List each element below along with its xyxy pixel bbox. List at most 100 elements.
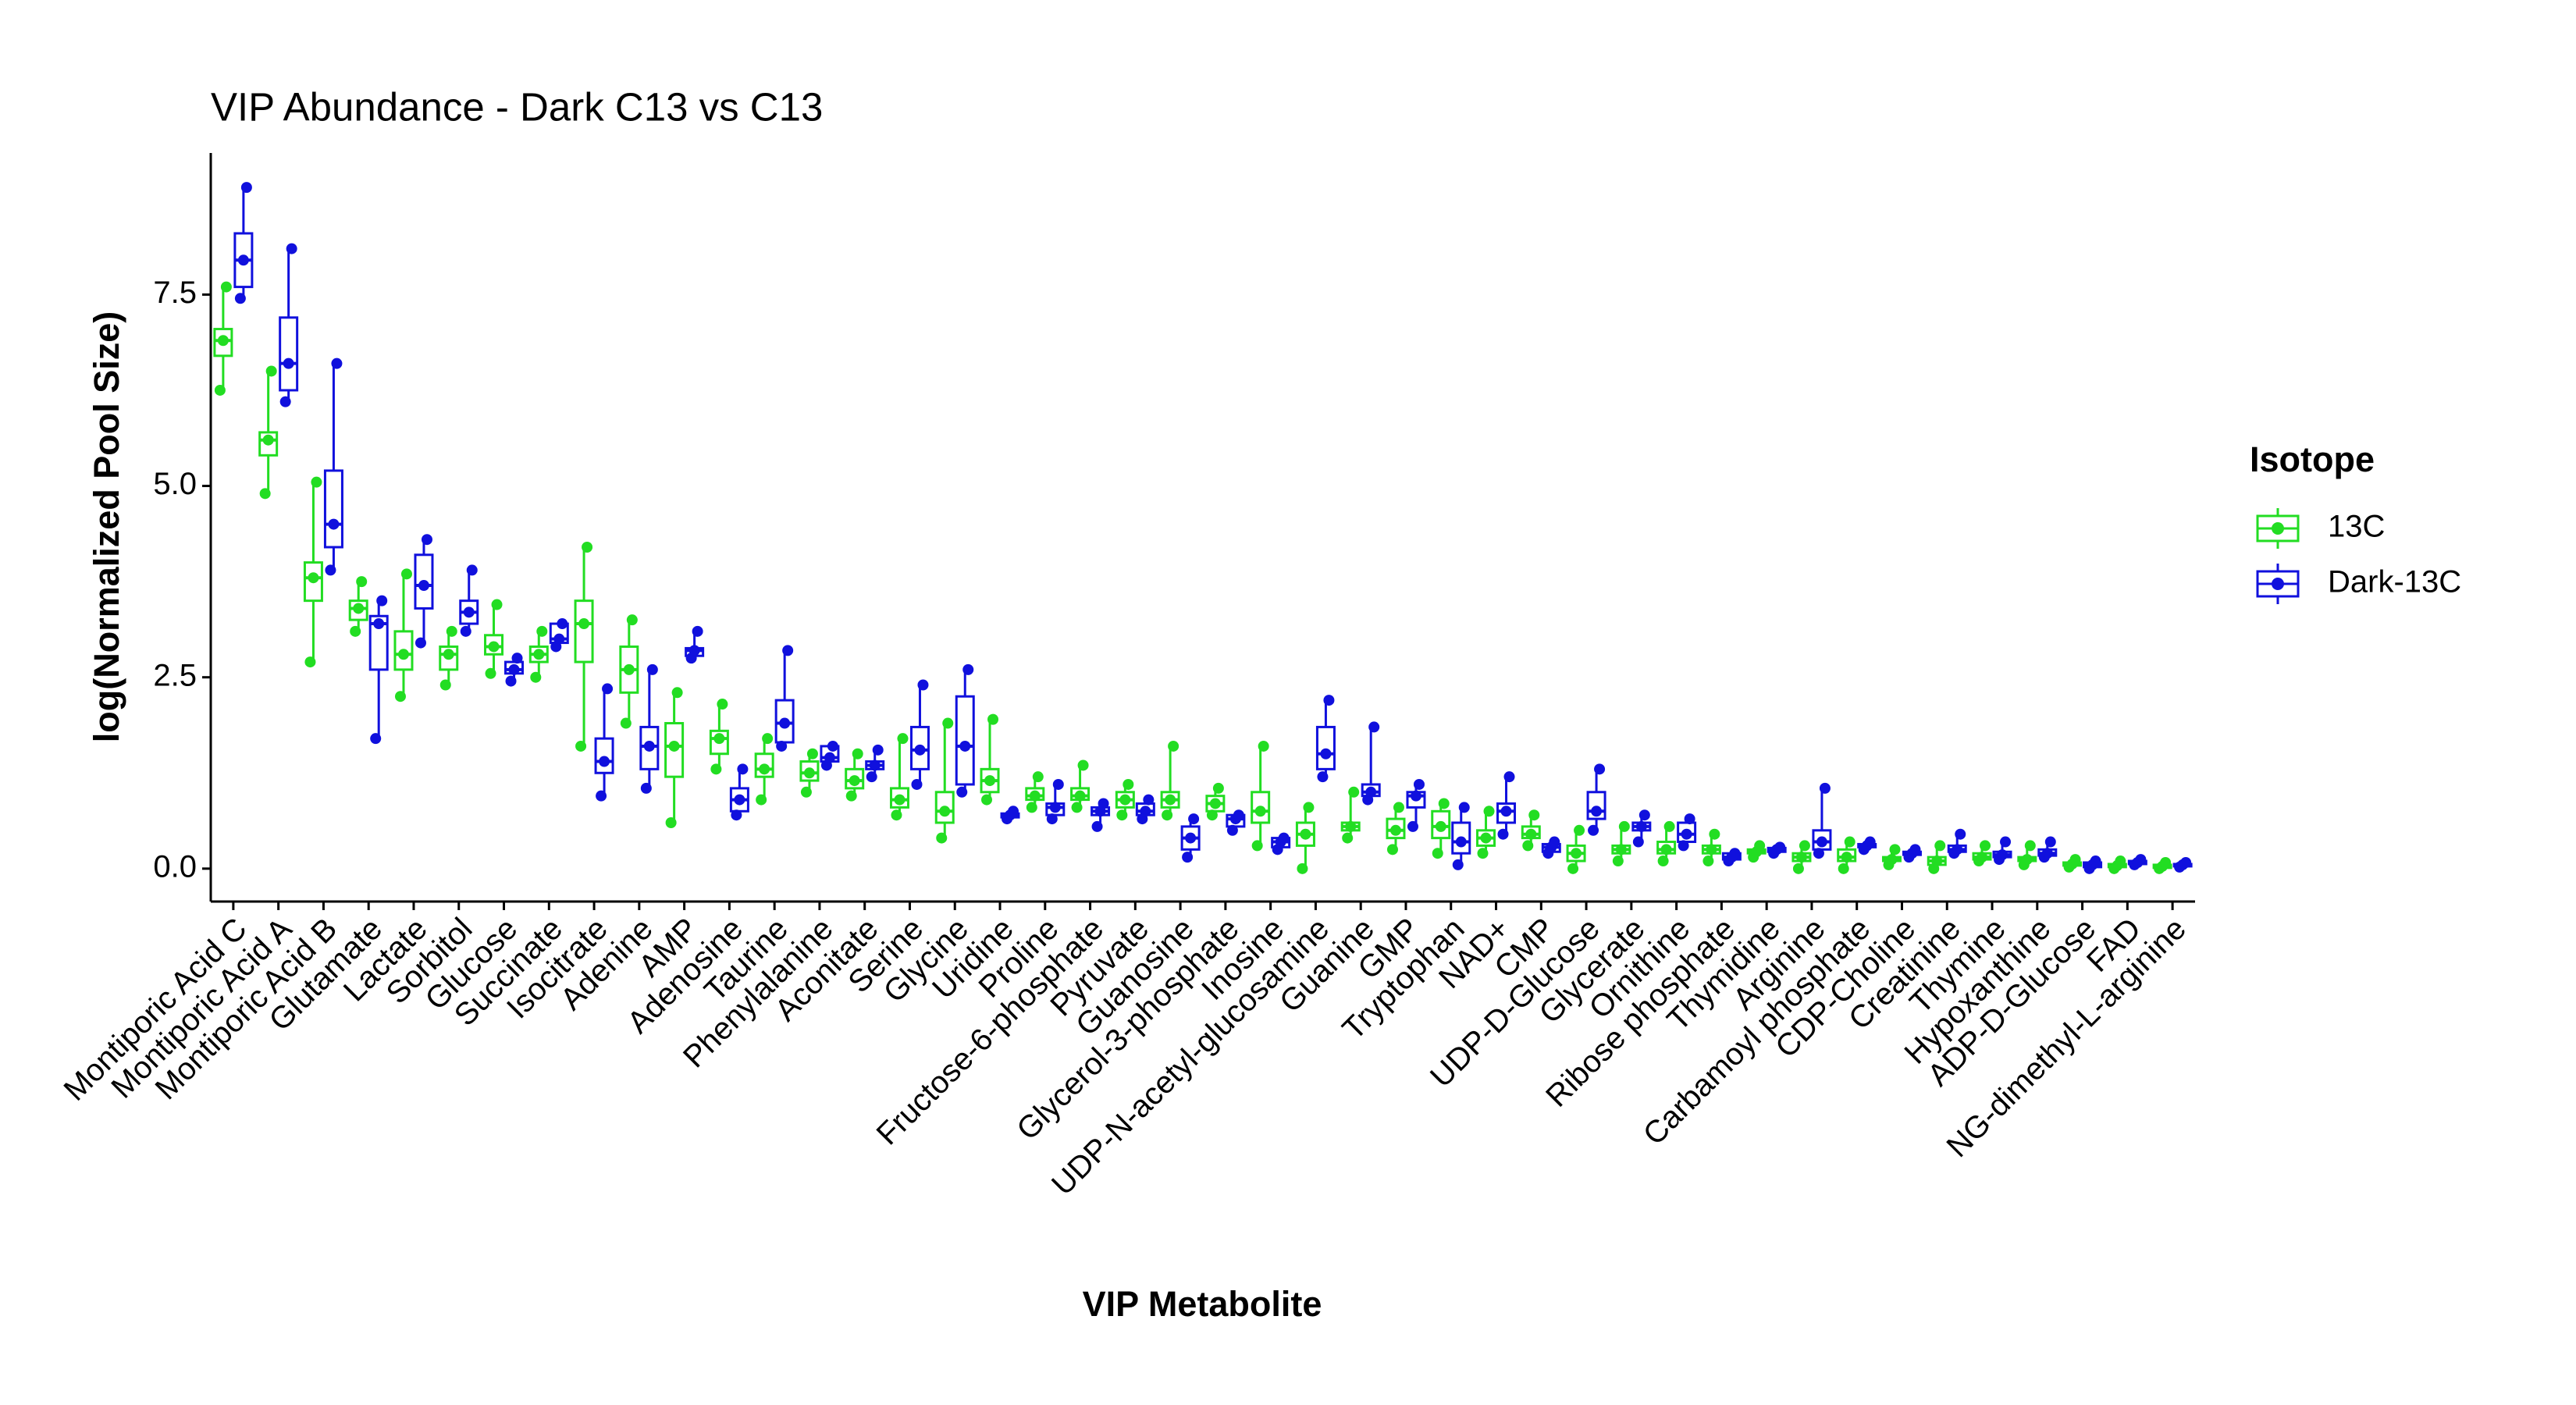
box [955, 695, 975, 786]
point [1635, 820, 1647, 832]
point [1477, 848, 1489, 859]
point [620, 717, 632, 729]
point [1212, 782, 1224, 794]
point [286, 243, 297, 254]
point [737, 763, 749, 775]
point [710, 763, 722, 775]
point [1098, 798, 1109, 809]
y-tick-label: 5.0 [153, 467, 197, 501]
point [1632, 836, 1644, 848]
point [1997, 849, 2008, 861]
point [511, 653, 523, 664]
point [394, 691, 406, 702]
point [1483, 806, 1495, 817]
point [1684, 813, 1695, 825]
point [827, 740, 838, 752]
point [2024, 840, 2036, 852]
point [1663, 820, 1675, 832]
point [443, 649, 454, 660]
point [1934, 840, 1946, 852]
y-tick-label: 2.5 [153, 658, 197, 692]
box [574, 599, 594, 663]
point [1140, 806, 1151, 817]
point [1844, 836, 1856, 848]
point [1182, 852, 1194, 863]
point [917, 679, 929, 691]
point [575, 740, 587, 752]
point [1438, 798, 1450, 809]
point [485, 667, 496, 679]
point [1029, 790, 1041, 802]
point [265, 365, 277, 377]
point [1049, 802, 1061, 813]
point [1386, 844, 1398, 855]
point [1615, 844, 1627, 855]
point [530, 671, 542, 683]
point [1365, 786, 1377, 798]
point [1528, 809, 1540, 821]
point [1091, 820, 1103, 832]
point [911, 778, 923, 790]
point [421, 534, 432, 546]
point [1571, 848, 1582, 859]
point [311, 476, 322, 488]
point [508, 663, 520, 675]
point [981, 794, 993, 806]
point [1706, 844, 1717, 855]
chart-title: VIP Abundance - Dark C13 vs C13 [211, 84, 823, 129]
point [936, 832, 948, 844]
point [1497, 828, 1509, 840]
point [1188, 813, 1200, 825]
point [1549, 836, 1560, 848]
legend-label: 13C [2328, 510, 2385, 544]
box [279, 316, 299, 392]
point [1503, 771, 1515, 783]
point [1071, 802, 1083, 813]
point [1074, 790, 1086, 802]
point [1813, 848, 1824, 859]
point [463, 606, 475, 618]
point [671, 687, 683, 699]
point [713, 733, 725, 745]
point [1206, 809, 1218, 821]
point [959, 740, 971, 752]
point [1233, 809, 1244, 821]
legend-point [2272, 578, 2284, 590]
point [1591, 806, 1603, 817]
point [2044, 836, 2056, 848]
box [1315, 725, 1336, 770]
point [845, 790, 857, 802]
point [304, 656, 316, 668]
point [536, 625, 548, 637]
point [217, 335, 229, 347]
point [962, 663, 974, 675]
point [1774, 841, 1786, 853]
point [325, 564, 336, 576]
y-tick-label: 0.0 [153, 849, 197, 884]
point [460, 625, 471, 637]
point [1342, 832, 1354, 844]
point [1317, 771, 1329, 783]
point [1754, 840, 1766, 852]
point [1209, 798, 1221, 809]
point [2090, 855, 2101, 867]
point [623, 663, 635, 675]
point [596, 790, 607, 802]
point [1864, 836, 1876, 848]
point [1077, 759, 1089, 771]
point [1008, 806, 1019, 817]
point [782, 645, 794, 656]
box [594, 737, 614, 774]
point [1638, 809, 1650, 821]
legend-label: Dark-13C [2328, 565, 2461, 599]
point [1251, 840, 1263, 852]
point [1500, 806, 1512, 817]
point [897, 733, 909, 745]
point [1368, 721, 1380, 733]
point [602, 683, 614, 695]
point [214, 384, 226, 396]
point [1348, 786, 1360, 798]
point [1681, 828, 1692, 840]
point [914, 744, 926, 756]
point [1889, 844, 1901, 855]
